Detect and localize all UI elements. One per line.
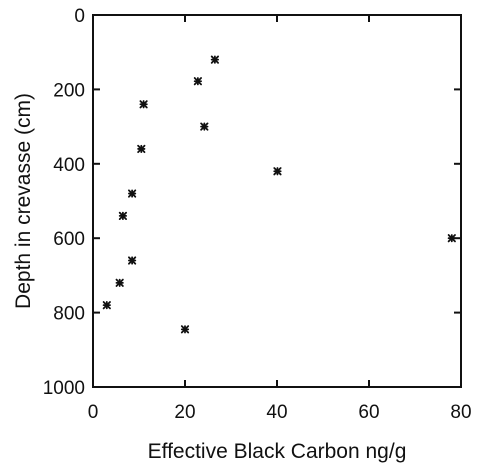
data-point bbox=[139, 100, 148, 109]
data-point bbox=[193, 77, 202, 86]
data-point bbox=[137, 144, 146, 154]
data-point bbox=[210, 55, 220, 64]
y-tick-label: 400 bbox=[53, 155, 85, 176]
data-point bbox=[273, 167, 282, 176]
data-point bbox=[127, 256, 137, 265]
x-tick-label: 40 bbox=[266, 402, 287, 423]
data-point bbox=[180, 325, 190, 334]
plot-frame bbox=[92, 14, 462, 388]
y-tick-label: 0 bbox=[74, 6, 85, 27]
x-tick-label: 80 bbox=[450, 402, 471, 423]
y-tick-label: 1000 bbox=[43, 378, 85, 399]
x-axis-ticks: 0 20 40 60 80 bbox=[88, 15, 472, 423]
x-axis-label: Effective Black Carbon ng/g bbox=[148, 440, 407, 463]
data-point bbox=[127, 189, 137, 198]
y-axis-label: Depth in crevasse (cm) bbox=[12, 93, 35, 309]
y-tick-label: 600 bbox=[53, 229, 85, 250]
y-axis-ticks: 0 200 400 600 800 1000 bbox=[43, 6, 461, 399]
y-tick-label: 800 bbox=[53, 304, 85, 325]
x-tick-label: 60 bbox=[358, 402, 379, 423]
data-point bbox=[447, 234, 456, 243]
x-tick-label: 0 bbox=[88, 402, 99, 423]
x-tick-label: 20 bbox=[174, 402, 195, 423]
y-tick-label: 200 bbox=[53, 80, 85, 101]
data-points bbox=[102, 55, 456, 334]
data-point bbox=[115, 278, 124, 287]
data-point bbox=[200, 122, 209, 131]
data-point bbox=[102, 301, 111, 310]
data-point bbox=[118, 211, 127, 220]
